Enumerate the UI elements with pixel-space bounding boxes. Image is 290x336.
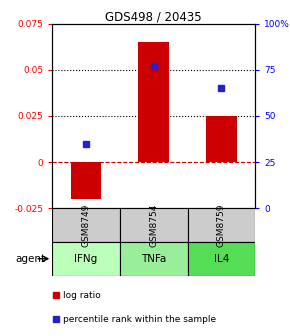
Bar bbox=[206, 116, 237, 162]
Text: GSM8759: GSM8759 bbox=[217, 203, 226, 247]
Bar bbox=[52, 242, 120, 276]
Text: TNFa: TNFa bbox=[141, 254, 166, 264]
Bar bbox=[52, 208, 120, 242]
Text: GSM8754: GSM8754 bbox=[149, 203, 158, 247]
Bar bbox=[71, 162, 101, 199]
Text: IL4: IL4 bbox=[214, 254, 229, 264]
Text: IFNg: IFNg bbox=[75, 254, 98, 264]
Text: agent: agent bbox=[15, 254, 45, 264]
Title: GDS498 / 20435: GDS498 / 20435 bbox=[105, 10, 202, 24]
Text: percentile rank within the sample: percentile rank within the sample bbox=[63, 315, 217, 324]
Bar bbox=[138, 42, 169, 162]
Text: GSM8749: GSM8749 bbox=[81, 203, 90, 247]
Bar bbox=[120, 208, 188, 242]
Bar bbox=[188, 208, 255, 242]
Bar bbox=[120, 242, 188, 276]
Text: log ratio: log ratio bbox=[63, 291, 101, 299]
Bar bbox=[188, 242, 255, 276]
